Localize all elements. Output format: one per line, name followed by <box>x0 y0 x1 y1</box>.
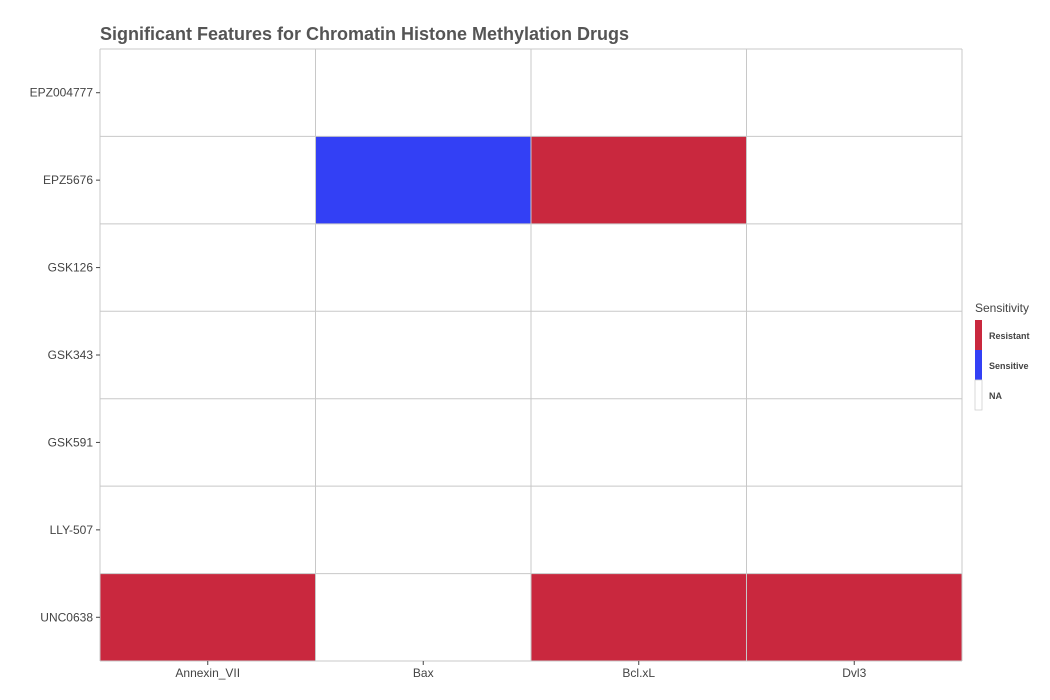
x-tick-label-annexin-vii: Annexin_VII <box>175 666 240 680</box>
heatmap-cell-epz004777-dvl3 <box>746 49 962 137</box>
legend: Sensitivity Resistant Sensitive NA <box>974 301 1030 411</box>
y-tick-label-unc0638: UNC0638 <box>40 610 93 624</box>
heatmap-cell-gsk126-annexin-vii <box>100 223 316 312</box>
heatmap-cell-gsk126-bax <box>315 223 531 312</box>
heatmap-cell-unc0638-annexin-vii <box>100 573 316 661</box>
heatmap-cell-epz004777-bax <box>315 49 531 137</box>
legend-label-sensitive: Sensitive <box>989 361 1029 371</box>
heatmap-cell-gsk343-bcl-xl <box>531 311 747 399</box>
heatmap-cell-gsk591-dvl3 <box>746 398 962 487</box>
heatmap-cell-epz5676-bcl-xl <box>531 136 747 224</box>
heatmap-cell-gsk126-dvl3 <box>746 223 962 312</box>
heatmap-cell-lly-507-bcl-xl <box>531 486 747 574</box>
x-tick-label-bcl-xl: Bcl.xL <box>622 666 655 680</box>
heatmap-cell-epz5676-dvl3 <box>746 136 962 224</box>
legend-swatch-na <box>974 379 983 411</box>
y-tick-label-lly-507: LLY-507 <box>50 523 94 537</box>
heatmap-cell-gsk591-bcl-xl <box>531 398 747 487</box>
heatmap-cell-unc0638-bcl-xl <box>531 573 747 661</box>
heatmap-cell-unc0638-bax <box>315 573 531 661</box>
x-tick-label-bax: Bax <box>413 666 434 680</box>
gridlines <box>99 48 963 662</box>
heatmap-cell-epz5676-annexin-vii <box>100 136 316 224</box>
heatmap-cell-gsk343-dvl3 <box>746 311 962 399</box>
y-tick-label-gsk591: GSK591 <box>48 435 94 449</box>
y-tick-label-gsk126: GSK126 <box>48 261 94 275</box>
heatmap-cell-lly-507-bax <box>315 486 531 574</box>
heatmap-cell-gsk343-annexin-vii <box>100 311 316 399</box>
heatmap-cell-gsk591-annexin-vii <box>100 398 316 487</box>
heatmap-cell-lly-507-dvl3 <box>746 486 962 574</box>
heatmap-cell-epz004777-annexin-vii <box>100 49 316 137</box>
legend-label-resistant: Resistant <box>989 331 1030 341</box>
heatmap-cell-gsk591-bax <box>315 398 531 487</box>
y-axis: EPZ004777 EPZ5676 GSK126 GSK343 GSK591 LLY-50… <box>30 86 100 624</box>
heatmap-cell-unc0638-dvl3 <box>746 573 962 661</box>
heatmap-cell-epz5676-bax <box>315 136 531 224</box>
x-axis: Annexin_VII Bax Bcl.xL Dvl3 <box>175 661 867 680</box>
legend-swatch-sensitive <box>975 350 982 380</box>
y-tick-label-gsk343: GSK343 <box>48 348 94 362</box>
heatmap-cell-gsk343-bax <box>315 311 531 399</box>
y-tick-label-epz004777: EPZ004777 <box>30 86 94 100</box>
chart-title: Significant Features for Chromatin Histo… <box>100 24 629 44</box>
legend-swatch-resistant <box>975 320 982 350</box>
heatmap-cell-epz004777-bcl-xl <box>531 49 747 137</box>
legend-label-na: NA <box>989 391 1002 401</box>
heatmap-cell-gsk126-bcl-xl <box>531 223 747 312</box>
heatmap-cell-lly-507-annexin-vii <box>100 486 316 574</box>
x-tick-label-dvl3: Dvl3 <box>842 666 866 680</box>
y-tick-label-epz5676: EPZ5676 <box>43 173 93 187</box>
legend-title: Sensitivity <box>975 301 1029 315</box>
heatmap-cells <box>100 49 962 661</box>
